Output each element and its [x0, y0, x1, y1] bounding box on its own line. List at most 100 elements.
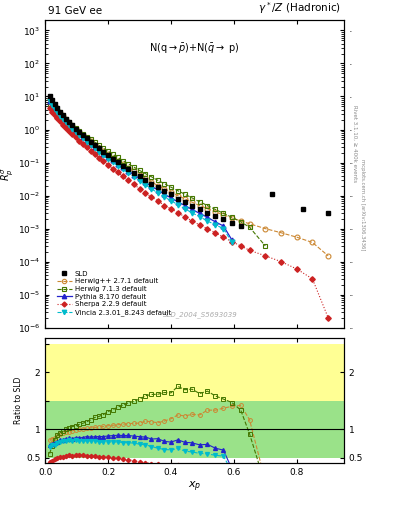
Sherpa 2.2.9 default	[58, 118, 62, 124]
Herwig++ 2.7.1 default	[52, 103, 57, 110]
Herwig++ 2.7.1 default	[47, 96, 52, 102]
Herwig++ 2.7.1 default	[97, 145, 101, 151]
Pythia 8.170 default	[55, 109, 59, 115]
Vincia 2.3.01_8.243 default	[58, 113, 62, 119]
Pythia 8.170 default	[205, 214, 210, 220]
Sherpa 2.2.9 default	[110, 166, 115, 172]
Herwig 7.1.3 default	[190, 195, 195, 201]
Pythia 8.170 default	[182, 202, 187, 208]
Vincia 2.3.01_8.243 default	[70, 125, 75, 132]
Herwig++ 2.7.1 default	[50, 100, 55, 106]
SLD	[58, 109, 62, 115]
Vincia 2.3.01_8.243 default	[97, 149, 101, 155]
Pythia 8.170 default	[116, 161, 120, 167]
SLD	[221, 216, 226, 222]
Pythia 8.170 default	[126, 168, 130, 174]
Pythia 8.170 default	[50, 101, 55, 108]
Sherpa 2.2.9 default	[126, 177, 130, 183]
SLD	[239, 223, 243, 229]
Herwig 7.1.3 default	[55, 106, 59, 113]
SLD	[97, 145, 101, 152]
Text: $\gamma^*/Z$ (Hadronic): $\gamma^*/Z$ (Hadronic)	[258, 0, 341, 16]
Sherpa 2.2.9 default	[205, 225, 210, 231]
SLD	[116, 159, 120, 165]
Herwig 7.1.3 default	[47, 101, 52, 107]
SLD	[176, 196, 180, 202]
Herwig 7.1.3 default	[182, 191, 187, 197]
SLD	[197, 206, 202, 212]
Herwig++ 2.7.1 default	[70, 123, 75, 129]
SLD	[143, 177, 148, 183]
SLD	[64, 116, 68, 122]
SLD	[230, 220, 234, 226]
Herwig 7.1.3 default	[70, 122, 75, 128]
Herwig 7.1.3 default	[92, 139, 97, 145]
Sherpa 2.2.9 default	[116, 169, 120, 176]
Vincia 2.3.01_8.243 default	[205, 218, 210, 224]
Sherpa 2.2.9 default	[279, 259, 283, 265]
Herwig++ 2.7.1 default	[121, 161, 125, 167]
Y-axis label: $R^\sigma_p$: $R^\sigma_p$	[0, 167, 15, 181]
Sherpa 2.2.9 default	[137, 186, 142, 192]
Herwig++ 2.7.1 default	[162, 186, 167, 192]
Pythia 8.170 default	[176, 199, 180, 205]
Pythia 8.170 default	[61, 115, 65, 121]
Line: Pythia 8.170 default: Pythia 8.170 default	[47, 98, 234, 243]
Sherpa 2.2.9 default	[221, 234, 226, 240]
Herwig++ 2.7.1 default	[101, 148, 106, 154]
SLD	[301, 206, 305, 212]
Text: 91 GeV ee: 91 GeV ee	[48, 6, 102, 16]
Vincia 2.3.01_8.243 default	[88, 142, 93, 148]
Vincia 2.3.01_8.243 default	[143, 182, 148, 188]
SLD	[88, 139, 93, 145]
Line: Herwig 7.1.3 default: Herwig 7.1.3 default	[47, 101, 268, 248]
Herwig 7.1.3 default	[132, 164, 136, 170]
Vincia 2.3.01_8.243 default	[126, 170, 130, 176]
SLD	[50, 97, 55, 103]
Sherpa 2.2.9 default	[70, 131, 75, 137]
SLD	[81, 132, 85, 138]
Sherpa 2.2.9 default	[176, 210, 180, 216]
Sherpa 2.2.9 default	[97, 155, 101, 161]
Herwig 7.1.3 default	[84, 134, 89, 140]
Vincia 2.3.01_8.243 default	[230, 240, 234, 246]
Herwig 7.1.3 default	[52, 104, 57, 110]
SLD	[121, 162, 125, 168]
Sherpa 2.2.9 default	[84, 144, 89, 151]
Pythia 8.170 default	[213, 219, 218, 225]
Pythia 8.170 default	[106, 154, 110, 160]
Pythia 8.170 default	[52, 105, 57, 111]
Herwig 7.1.3 default	[213, 206, 218, 212]
Herwig++ 2.7.1 default	[84, 135, 89, 141]
Pythia 8.170 default	[88, 141, 93, 147]
Herwig 7.1.3 default	[126, 161, 130, 167]
SLD	[326, 210, 331, 216]
SLD	[110, 156, 115, 162]
Herwig 7.1.3 default	[205, 202, 210, 208]
Herwig 7.1.3 default	[176, 188, 180, 194]
Pythia 8.170 default	[149, 183, 154, 189]
Pythia 8.170 default	[47, 97, 52, 103]
Sherpa 2.2.9 default	[64, 125, 68, 131]
Sherpa 2.2.9 default	[61, 122, 65, 128]
Herwig++ 2.7.1 default	[197, 202, 202, 208]
Vincia 2.3.01_8.243 default	[221, 225, 226, 231]
Vincia 2.3.01_8.243 default	[182, 206, 187, 212]
Vincia 2.3.01_8.243 default	[190, 210, 195, 216]
Herwig 7.1.3 default	[106, 148, 110, 154]
Herwig++ 2.7.1 default	[149, 179, 154, 185]
Herwig 7.1.3 default	[143, 170, 148, 177]
Pythia 8.170 default	[137, 176, 142, 182]
Vincia 2.3.01_8.243 default	[50, 102, 55, 108]
Herwig++ 2.7.1 default	[155, 183, 160, 189]
Herwig++ 2.7.1 default	[190, 199, 195, 205]
Pythia 8.170 default	[81, 134, 85, 140]
Line: SLD: SLD	[47, 93, 331, 228]
Legend: SLD, Herwig++ 2.7.1 default, Herwig 7.1.3 default, Pythia 8.170 default, Sherpa : SLD, Herwig++ 2.7.1 default, Herwig 7.1.…	[55, 268, 173, 318]
Vincia 2.3.01_8.243 default	[162, 194, 167, 200]
Vincia 2.3.01_8.243 default	[77, 132, 81, 138]
SLD	[47, 93, 52, 99]
Sherpa 2.2.9 default	[81, 141, 85, 147]
Pythia 8.170 default	[221, 223, 226, 229]
SLD	[190, 202, 195, 208]
